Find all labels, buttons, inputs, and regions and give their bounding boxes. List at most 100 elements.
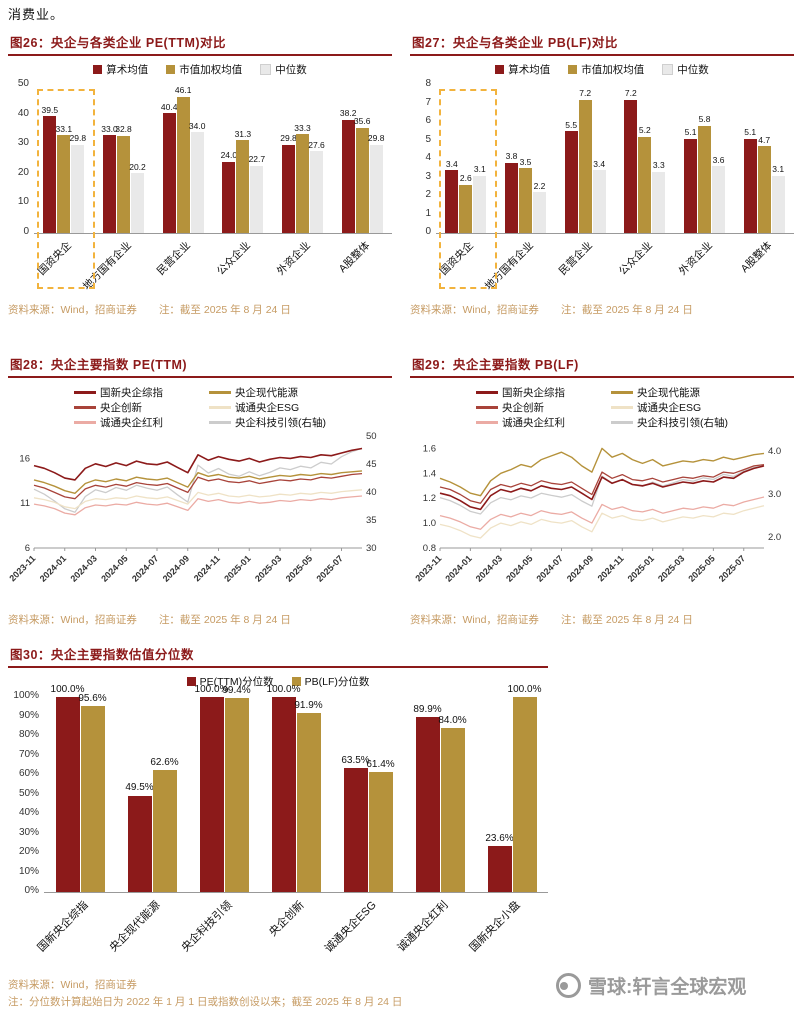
bar-group: 100.0% 99.4%	[188, 685, 260, 892]
bar-column: 32.8	[115, 85, 132, 233]
bar	[250, 165, 264, 233]
bar-value-label: 7.2	[579, 88, 592, 99]
bar-value-label: 62.6%	[150, 756, 179, 768]
axis-tick-label: 2025-07	[314, 553, 344, 583]
bar-group: 3.8 3.5 2.2	[496, 85, 556, 233]
bar-group: 5.1 4.7 3.1	[734, 85, 794, 233]
bar	[578, 99, 592, 233]
y-tick-label: 60%	[18, 768, 39, 779]
bar-column: 99.4%	[222, 686, 251, 892]
legend-label: 国新央企综指	[502, 387, 565, 399]
category-label: 公众企业	[214, 239, 253, 278]
y-tick-label: 10	[17, 196, 29, 208]
axis-tick-label: 30	[366, 543, 377, 554]
bar	[415, 716, 440, 892]
bar-value-label: 35.6	[353, 116, 371, 127]
figure-26-panel: 图26：央企与各类企业 PE(TTM)对比 算术均值 市值加权均值 中位数 0 10 2…	[8, 32, 392, 317]
axis-tick-label: 2024-09	[565, 553, 595, 583]
bar-chart: 0 1 2 3 4 5 6 7 8 3.4 2.6 3.1 3.8 3.5 2.2 5.5 7.2 3.4 7.2 5…	[410, 79, 794, 298]
bar	[236, 140, 250, 233]
figure-27-legend: 算术均值 市值加权均值 中位数	[410, 62, 794, 77]
legend-line-swatch	[74, 391, 96, 394]
bar-group: 38.2 35.6 29.8	[332, 85, 392, 233]
axis-tick-label: 6	[25, 543, 30, 554]
y-tick-label: 6	[425, 115, 431, 126]
series-line-cream	[33, 489, 363, 510]
bar	[459, 184, 473, 233]
figure-27-chart: 0 1 2 3 4 5 6 7 8 3.4 2.6 3.1 3.8 3.5 2.2 5.5 7.2 3.4 7.2 5…	[410, 79, 794, 298]
bar-value-label: 100.0%	[507, 684, 542, 695]
legend-line-swatch	[209, 421, 231, 424]
axis-tick-label: 2024-11	[192, 553, 222, 583]
legend-swatch	[495, 65, 505, 74]
bar	[190, 132, 204, 233]
bar	[369, 144, 383, 233]
bar	[512, 697, 537, 892]
bar-value-label: 99.4%	[222, 685, 251, 697]
bar-group: 40.4 46.1 34.0	[153, 85, 213, 233]
axis-tick-label: 2025-03	[656, 553, 686, 583]
legend-swatch	[568, 65, 578, 74]
figure-28-panel: 图28：央企主要指数 PE(TTM) 国新央企综指 央企创新 诚通央企红利 央企现代能…	[8, 354, 392, 627]
category-label: 公众企业	[616, 239, 655, 278]
bar-column: 84.0%	[438, 697, 467, 892]
category-label: 央企创新	[267, 899, 307, 939]
axis-tick-label: 1.2	[423, 493, 436, 504]
bar-value-label: 89.9%	[413, 703, 442, 715]
category-label: 外资企业	[274, 239, 313, 278]
y-axis: 0 10 20 30 40 50	[8, 79, 34, 237]
axis-tick-label: 2.0	[768, 532, 781, 543]
legend-label: 国新央企综指	[100, 387, 163, 399]
bar-column: 2.6	[459, 85, 473, 233]
bar	[176, 96, 190, 233]
y-tick-label: 5	[425, 133, 431, 145]
bar-column: 62.6%	[150, 697, 179, 892]
category-label: 国新央企综指	[35, 899, 91, 955]
series-line-red2	[33, 472, 363, 500]
category-label: A股整体	[738, 239, 775, 276]
bar-value-label: 5.5	[565, 119, 578, 130]
bar	[712, 166, 726, 233]
y-tick-label: 40	[17, 107, 29, 119]
bar-column: 3.4	[445, 85, 459, 233]
axis-tick-label: 2024-07	[534, 553, 564, 583]
legend-swatch	[291, 677, 301, 686]
legend-label: 央企创新	[100, 402, 142, 414]
bar-column: 3.8	[505, 85, 518, 233]
y-tick-label: 20	[17, 166, 29, 178]
bar-value-label: 7.2	[624, 88, 637, 99]
legend-line-swatch	[74, 406, 96, 409]
y-tick-label: 70%	[18, 748, 39, 760]
bar-value-label: 27.6	[308, 139, 325, 150]
bar-value-label: 63.5%	[341, 755, 370, 767]
bar	[57, 135, 71, 233]
legend-item: PE(TTM)分位数	[186, 674, 274, 689]
bar	[473, 175, 487, 233]
bar-value-label: 3.4	[593, 158, 606, 169]
bar	[505, 162, 518, 233]
axis-tick-label: 2024-01	[443, 553, 473, 583]
axis-tick-label: 3.0	[768, 489, 781, 500]
bar	[80, 705, 105, 892]
y-tick-label: 50%	[18, 787, 39, 799]
bar	[638, 136, 652, 233]
legend-item: 央企现代能源	[209, 385, 326, 400]
bar	[127, 795, 152, 892]
y-tick-label: 90%	[18, 709, 39, 721]
legend-item: 央企现代能源	[611, 385, 728, 400]
axis-tick-label: 1.0	[423, 518, 436, 529]
y-tick-label: 8	[425, 78, 431, 89]
bar-column: 34.0	[189, 85, 205, 233]
bar-chart: 0 10 20 30 40 50 39.5 33.1 29.8 33.0 32.8 20.2 40.4 4…	[8, 79, 392, 298]
y-tick-label: 1	[425, 207, 431, 219]
axis-tick-label: 2025-05	[686, 553, 716, 583]
bar	[222, 162, 236, 233]
y-tick-label: 0%	[24, 885, 39, 896]
axis-tick-label: 2024-03	[68, 553, 98, 583]
axis-tick-label: 4.0	[768, 446, 781, 457]
bar-column: 46.1	[175, 85, 191, 233]
y-axis: 0 1 2 3 4 5 6 7 8	[410, 79, 436, 237]
bar-column: 3.1	[771, 85, 785, 233]
bar-value-label: 3.1	[772, 164, 785, 175]
